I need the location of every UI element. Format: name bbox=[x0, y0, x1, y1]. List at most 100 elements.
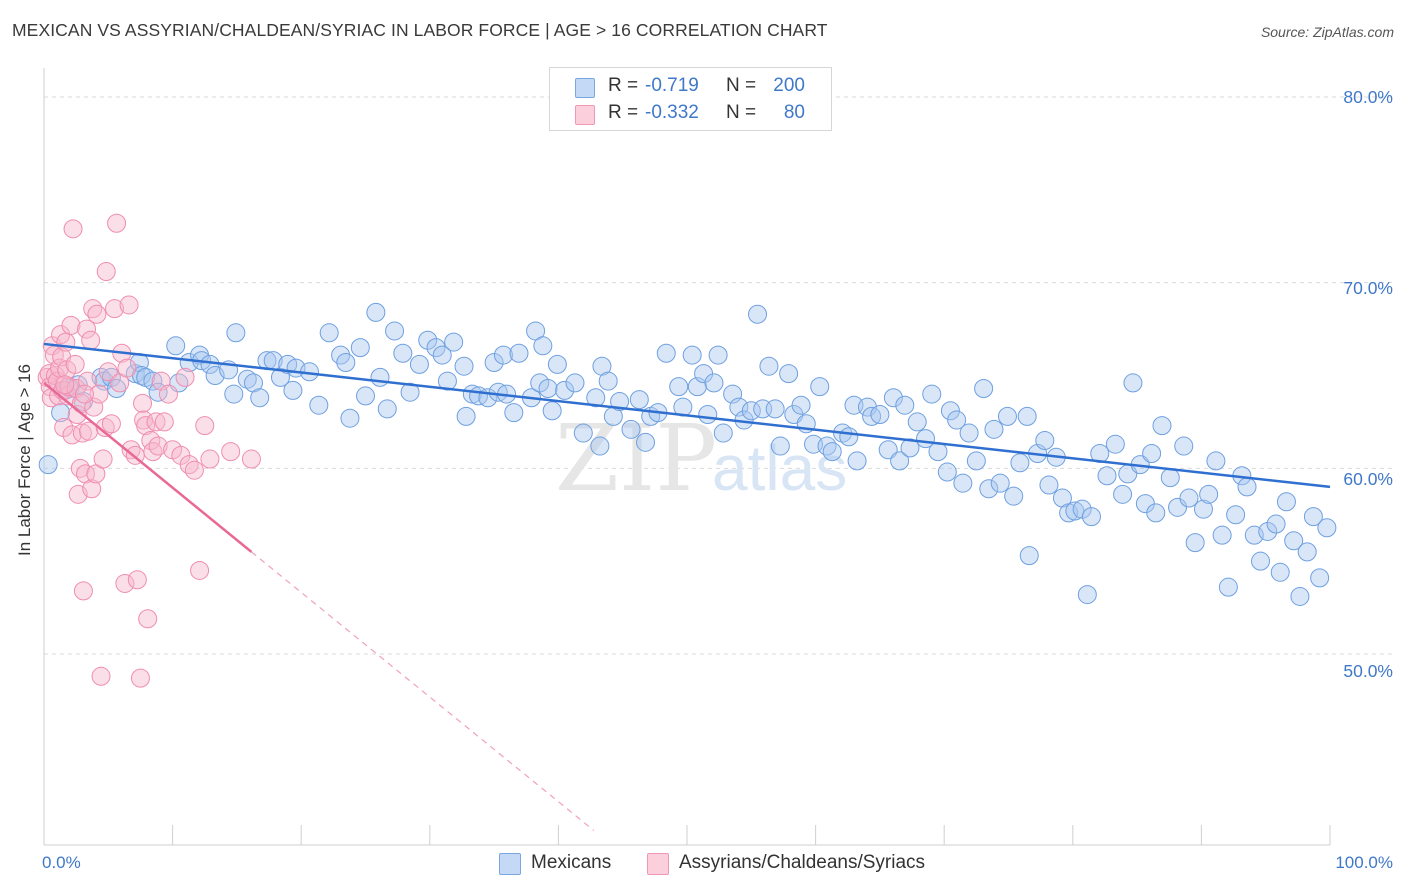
assyrian-point bbox=[179, 455, 199, 475]
mexican-point bbox=[862, 406, 882, 426]
assyrian-point bbox=[79, 421, 99, 441]
mexican-point bbox=[953, 473, 973, 493]
mexican-point bbox=[1310, 568, 1330, 588]
mexican-point bbox=[1097, 466, 1117, 486]
mexican-point bbox=[779, 364, 799, 384]
mexican-point bbox=[1105, 434, 1125, 454]
x-min-label: 0.0% bbox=[42, 853, 81, 872]
legend-n-value: 80 bbox=[783, 102, 805, 123]
mexican-point bbox=[237, 369, 257, 389]
mexican-point bbox=[547, 354, 567, 374]
y-tick-label: 60.0% bbox=[1343, 469, 1393, 489]
legend-r-value: -0.719 bbox=[645, 75, 699, 96]
mexican-point bbox=[377, 399, 397, 419]
mexican-point bbox=[309, 395, 329, 415]
assyrian-point bbox=[61, 315, 81, 335]
mexican-point bbox=[759, 356, 779, 376]
assyrian-point bbox=[93, 449, 113, 469]
mexican-point bbox=[1142, 443, 1162, 463]
assyrian-trend-line bbox=[43, 381, 253, 553]
y-tick-label: 80.0% bbox=[1343, 87, 1393, 107]
assyrian-point bbox=[55, 375, 75, 395]
assyrian-point bbox=[87, 304, 107, 324]
mexican-point bbox=[1185, 533, 1205, 553]
y-axis-title: In Labor Force | Age > 16 bbox=[15, 363, 34, 557]
mexican-point bbox=[454, 356, 474, 376]
mexican-point bbox=[708, 345, 728, 365]
mexican-point bbox=[791, 395, 811, 415]
mexican-point bbox=[1226, 505, 1246, 525]
mexican-point bbox=[1199, 484, 1219, 504]
legend-n-label: N = bbox=[726, 102, 757, 123]
mexican-point bbox=[698, 404, 718, 424]
assyrian-point bbox=[67, 404, 87, 424]
mexican-point bbox=[555, 380, 575, 400]
bottom-legend-label: Assyrians/Chaldeans/Syriacs bbox=[679, 852, 926, 873]
mexican-point bbox=[250, 388, 270, 408]
mexican-point bbox=[1077, 585, 1097, 605]
legend-r-label: R = bbox=[608, 102, 639, 123]
y-tick-label: 50.0% bbox=[1343, 661, 1393, 681]
mexican-point bbox=[356, 386, 375, 406]
mexican-point bbox=[1258, 521, 1278, 541]
mexican-point bbox=[704, 373, 724, 393]
mexican-point bbox=[900, 438, 920, 458]
legend-r-label: R = bbox=[608, 75, 639, 96]
mexican-point bbox=[1168, 497, 1188, 517]
assyrian-point bbox=[158, 384, 178, 404]
mexican-point bbox=[610, 391, 630, 411]
legend-swatch-mexicans bbox=[575, 78, 595, 98]
mexican-point bbox=[370, 367, 390, 387]
legend-n-value: 200 bbox=[773, 75, 805, 96]
mexican-point bbox=[1152, 416, 1172, 436]
assyrian-point bbox=[133, 393, 153, 413]
bottom-legend-swatch bbox=[647, 853, 669, 875]
mexican-point bbox=[393, 343, 413, 363]
mexican-point bbox=[959, 423, 979, 443]
assyrian-point bbox=[146, 412, 166, 432]
mexican-trend-line bbox=[43, 342, 1331, 489]
mexican-point bbox=[350, 338, 370, 358]
mexican-point bbox=[997, 406, 1017, 426]
mexican-point bbox=[336, 353, 356, 373]
mexican-point bbox=[38, 455, 58, 475]
mexican-point bbox=[940, 401, 960, 421]
legend-r-value: -0.332 bbox=[645, 102, 699, 123]
mexican-point bbox=[166, 336, 186, 356]
assyrian-point bbox=[148, 436, 168, 456]
mexican-point bbox=[51, 403, 71, 423]
assyrian-point bbox=[200, 449, 220, 469]
mexican-point bbox=[444, 332, 464, 352]
mexican-point bbox=[283, 380, 303, 400]
mexican-point bbox=[226, 323, 246, 343]
assyrian-trend-extension bbox=[251, 551, 595, 831]
mexican-point bbox=[437, 371, 457, 391]
mexican-point bbox=[974, 378, 994, 398]
mexican-point bbox=[1010, 453, 1030, 473]
mexican-point bbox=[1237, 477, 1257, 497]
y-tick-label: 70.0% bbox=[1343, 278, 1393, 298]
mexican-point bbox=[947, 410, 967, 430]
mexican-point bbox=[937, 462, 957, 482]
mexican-point bbox=[883, 388, 903, 408]
assyrian-point bbox=[77, 319, 97, 339]
mexican-point bbox=[366, 302, 386, 322]
assyrian-point bbox=[154, 412, 174, 432]
mexican-point bbox=[629, 390, 649, 410]
mexican-point bbox=[432, 345, 452, 365]
mexican-point bbox=[1212, 525, 1232, 545]
assyrian-point bbox=[130, 668, 150, 688]
legend-row-mexicans: R = -0.719 N = 200 bbox=[550, 74, 831, 100]
mexican-point bbox=[1123, 373, 1143, 393]
mexican-point bbox=[839, 427, 859, 447]
mexican-point bbox=[319, 323, 339, 343]
mexican-point bbox=[1160, 468, 1180, 488]
mexican-point bbox=[713, 423, 733, 443]
mexican-point bbox=[1266, 514, 1286, 534]
mexican-point bbox=[1270, 562, 1290, 582]
mexican-point bbox=[1081, 507, 1101, 527]
mexican-point bbox=[822, 442, 842, 462]
mexican-point bbox=[385, 321, 405, 341]
mexican-point bbox=[669, 377, 689, 397]
